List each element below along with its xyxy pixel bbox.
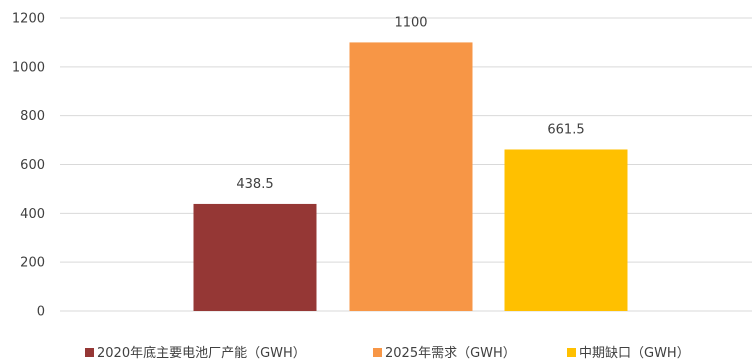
y-tick-label: 1200 — [12, 12, 45, 27]
legend-label: 中期缺口（GWH） — [579, 346, 690, 361]
data-label: 1100 — [394, 15, 427, 30]
bar — [504, 149, 628, 311]
bar — [193, 203, 317, 311]
y-tick-label: 0 — [37, 305, 45, 320]
y-tick-label: 400 — [20, 207, 45, 222]
legend: 2020年底主要电池厂产能（GWH） 2025年需求（GWH） 中期缺口（GWH） — [85, 345, 690, 361]
y-tick-label: 600 — [20, 158, 45, 173]
legend-swatch — [567, 348, 576, 357]
data-labels: 438.5 1100 661.5 — [236, 15, 584, 192]
bar — [349, 42, 473, 312]
legend-swatch — [373, 348, 382, 357]
data-label: 661.5 — [547, 122, 584, 137]
legend-label: 2020年底主要电池厂产能（GWH） — [97, 345, 306, 361]
bars — [193, 42, 628, 312]
y-tick-label: 800 — [20, 109, 45, 124]
legend-label: 2025年需求（GWH） — [385, 346, 516, 361]
y-axis-ticks: 0 200 400 600 800 1000 1200 — [12, 12, 45, 320]
y-tick-label: 1000 — [12, 60, 45, 75]
data-label: 438.5 — [236, 177, 273, 192]
y-tick-label: 200 — [20, 256, 45, 271]
legend-swatch — [85, 348, 94, 357]
